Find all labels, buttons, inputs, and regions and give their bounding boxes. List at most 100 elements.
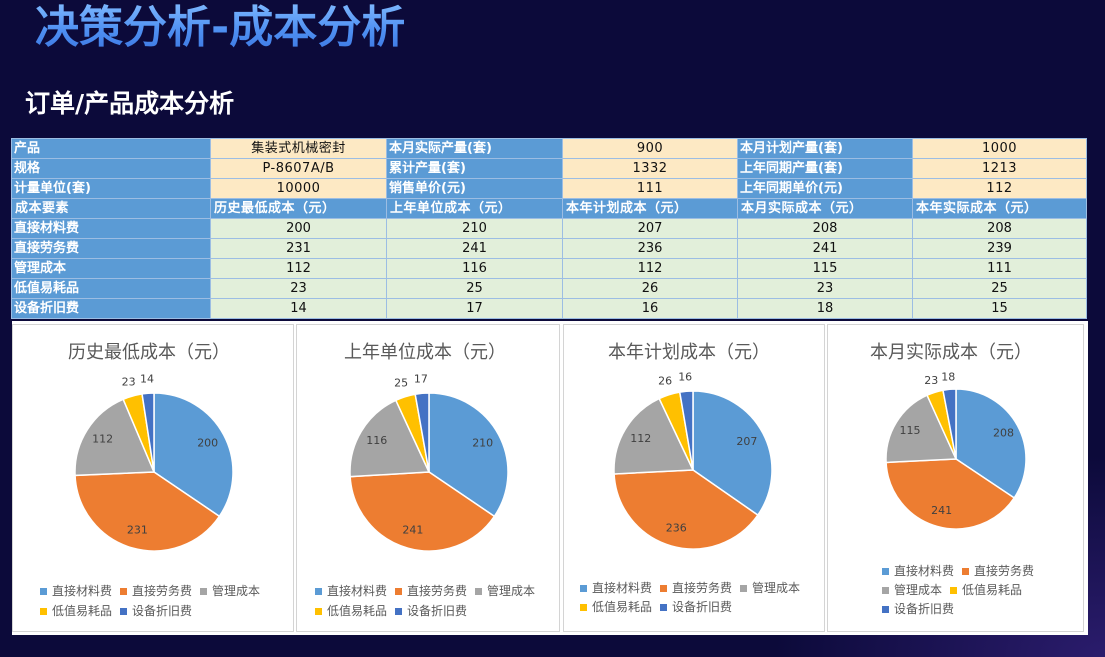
legend-label: 直接材料费 — [894, 564, 955, 578]
cost-value-cell: 112 — [211, 259, 387, 279]
info-value-cell: 112 — [913, 179, 1087, 199]
legend-label: 直接劳务费 — [672, 581, 733, 595]
legend-label: 低值易耗品 — [962, 583, 1023, 597]
pie-slice-direct-labor — [74, 471, 221, 552]
chart-legend: 直接材料费 直接劳务费 管理成本 低值易耗品 设备折旧费 — [580, 579, 820, 617]
pie-data-label-low-value-consumables: 25 — [394, 376, 408, 389]
column-header: 成本要素 — [12, 199, 211, 219]
info-label-cell: 上年同期单价(元) — [738, 179, 913, 199]
legend-swatch — [660, 585, 668, 592]
legend-swatch — [315, 587, 322, 595]
pie-slice-management-cost — [74, 398, 156, 477]
cost-value-cell: 15 — [913, 299, 1087, 319]
pie-slice-direct-material — [428, 392, 509, 518]
legend-item-equipment-depreciation: 设备折旧费 — [395, 601, 467, 621]
legend-swatch — [962, 568, 970, 575]
legend-swatch — [660, 604, 668, 611]
cost-item-label: 管理成本 — [12, 259, 211, 279]
legend-item-low-value-consumables: 低值易耗品 — [315, 601, 387, 621]
info-label-cell: 产品 — [12, 139, 211, 159]
info-value-cell: 1000 — [913, 139, 1087, 159]
pie-chart-historical-lowest-cost: 历史最低成本（元） 200 231 112 23 14 直接材料费 直接劳务费 管理成本 低值易… — [12, 324, 294, 632]
cost-value-cell: 208 — [738, 219, 913, 239]
legend-item-direct-material: 直接材料费 — [882, 562, 954, 581]
pie-chart-svg: 历史最低成本（元） 200 231 112 23 14 — [68, 342, 234, 552]
legend-item-equipment-depreciation: 设备折旧费 — [120, 601, 192, 621]
pie-data-label-equipment-depreciation: 14 — [140, 372, 154, 385]
legend-item-equipment-depreciation: 设备折旧费 — [882, 600, 954, 619]
legend-swatch — [950, 587, 958, 594]
legend-item-low-value-consumables: 低值易耗品 — [950, 581, 1022, 600]
cost-value-cell: 16 — [563, 299, 738, 319]
legend-swatch — [40, 607, 47, 615]
cost-value-cell: 25 — [913, 279, 1087, 299]
pie-data-label-low-value-consumables: 23 — [924, 374, 938, 387]
legend-item-management-cost: 管理成本 — [882, 581, 942, 600]
pie-slice-direct-labor — [613, 469, 759, 550]
charts-area: 历史最低成本（元） 200 231 112 23 14 直接材料费 直接劳务费 管理成本 低值易… — [12, 321, 1088, 635]
cost-value-cell: 239 — [913, 239, 1087, 259]
cost-value-cell: 200 — [211, 219, 387, 239]
cost-item-label: 设备折旧费 — [12, 299, 211, 319]
legend-swatch — [740, 585, 748, 592]
column-header: 本年实际成本（元） — [913, 199, 1087, 219]
info-value-cell: 集装式机械密封 — [211, 139, 387, 159]
pie-slice-direct-labor — [885, 458, 1016, 530]
legend-item-direct-labor: 直接劳务费 — [962, 562, 1034, 581]
pie-chart-last-year-unit-cost: 上年单位成本（元） 210 241 116 25 17 直接材料费 直接劳务费 管理成本 低值易… — [296, 324, 560, 632]
legend-swatch — [882, 587, 889, 594]
legend-swatch — [475, 587, 483, 595]
cost-table: 产品 集装式机械密封 本月实际产量(套) 900 本月计划产量(套) 1000 规格 P-86… — [11, 138, 1087, 319]
cost-value-cell: 210 — [387, 219, 563, 239]
legend-label: 直接材料费 — [52, 584, 113, 598]
info-label-cell: 本月实际产量(套) — [387, 139, 563, 159]
pie-chart-svg: 上年单位成本（元） 210 241 116 25 17 — [344, 342, 509, 552]
info-value-cell: 1332 — [563, 159, 738, 179]
cost-value-cell: 231 — [211, 239, 387, 259]
info-value-cell: 1213 — [913, 159, 1087, 179]
pie-slice-equipment-depreciation — [942, 388, 957, 460]
chart-title: 本年计划成本（元） — [608, 342, 770, 363]
page-title: 决策分析-成本分析 — [35, 0, 405, 56]
legend-label: 设备折旧费 — [894, 602, 955, 616]
pie-data-label-direct-material: 208 — [993, 427, 1014, 440]
pie-data-label-direct-labor: 231 — [127, 524, 148, 537]
legend-label: 管理成本 — [487, 584, 536, 598]
pie-data-label-direct-labor: 241 — [931, 504, 952, 517]
legend-item-direct-material: 直接材料费 — [315, 581, 387, 601]
legend-item-direct-labor: 直接劳务费 — [120, 581, 192, 601]
cost-value-cell: 25 — [387, 279, 563, 299]
cost-value-cell: 115 — [738, 259, 913, 279]
cost-value-cell: 18 — [738, 299, 913, 319]
legend-label: 直接劳务费 — [974, 564, 1035, 578]
legend-item-direct-labor: 直接劳务费 — [660, 579, 732, 598]
pie-data-label-direct-labor: 236 — [666, 522, 687, 535]
legend-label: 管理成本 — [212, 584, 261, 598]
legend-swatch — [580, 604, 587, 611]
pie-chart-svg: 本月实际成本（元） 208 241 115 23 18 — [870, 342, 1032, 530]
legend-swatch — [315, 607, 322, 615]
cost-item-label: 低值易耗品 — [12, 279, 211, 299]
pie-data-label-direct-material: 207 — [736, 435, 757, 448]
pie-data-label-equipment-depreciation: 18 — [941, 370, 955, 383]
column-header: 历史最低成本（元） — [211, 199, 387, 219]
legend-swatch — [120, 587, 128, 595]
legend-label: 设备折旧费 — [407, 604, 468, 618]
legend-item-equipment-depreciation: 设备折旧费 — [660, 598, 732, 617]
legend-swatch — [200, 587, 208, 595]
info-value-cell: P-8607A/B — [211, 159, 387, 179]
pie-chart-this-year-plan-cost: 本年计划成本（元） 207 236 112 26 16 直接材料费 直接劳务费 管理成本 低值易… — [563, 324, 825, 632]
cost-value-cell: 207 — [563, 219, 738, 239]
cost-value-cell: 236 — [563, 239, 738, 259]
legend-swatch — [580, 585, 587, 592]
chart-legend: 直接材料费 直接劳务费 管理成本 低值易耗品 设备折旧费 — [315, 581, 555, 621]
pie-data-label-direct-labor: 241 — [402, 524, 423, 537]
pie-data-label-management-cost: 112 — [630, 432, 651, 445]
legend-swatch — [882, 606, 889, 613]
info-label-cell: 本月计划产量(套) — [738, 139, 913, 159]
legend-swatch — [120, 607, 128, 615]
pie-slice-direct-labor — [349, 471, 496, 552]
cost-value-cell: 14 — [211, 299, 387, 319]
legend-swatch — [882, 568, 889, 575]
